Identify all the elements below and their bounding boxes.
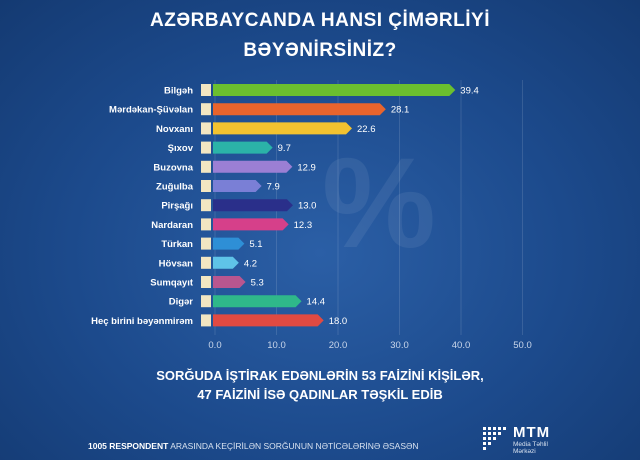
bar-cap — [201, 218, 211, 231]
bar — [213, 84, 456, 96]
category-label: Bilgəh — [164, 86, 193, 97]
value-label: 4.2 — [244, 258, 257, 269]
value-label: 28.1 — [391, 105, 410, 116]
logo-subtitle-1: Media Təhlil — [513, 441, 548, 448]
value-label: 12.9 — [297, 162, 316, 173]
category-label: Nardaran — [151, 220, 193, 231]
x-tick-label: 50.0 — [513, 340, 532, 351]
category-label: Zuğulba — [156, 182, 194, 193]
category-label: Novxanı — [156, 124, 193, 135]
value-label: 39.4 — [460, 86, 479, 97]
bar-cap — [201, 237, 211, 250]
bar — [213, 276, 246, 288]
bar — [213, 218, 289, 231]
category-label: Hövsan — [159, 258, 194, 269]
logo-name: MTM — [513, 424, 551, 441]
gender-note-line-1: SORĞUDA İŞTİRAK EDƏNLƏRİN 53 FAİZİNİ KİŞ… — [156, 368, 484, 383]
value-label: 22.6 — [357, 124, 376, 135]
bar-cap — [201, 122, 211, 135]
gender-note-line-2: 47 FAİZİNİ İSƏ QADINLAR TƏŞKİL EDİB — [197, 387, 443, 402]
bar — [213, 122, 352, 135]
category-label: Sumqayıt — [150, 278, 194, 289]
bar — [213, 256, 239, 269]
value-label: 9.7 — [278, 143, 291, 154]
source-footer: 1005 RESPONDENT ARASINDA KEÇİRİLƏN SORĞU… — [88, 441, 419, 451]
logo-subtitle-2: Mərkəzi — [513, 448, 536, 455]
bar-cap — [201, 199, 211, 212]
bar-cap — [201, 84, 211, 96]
mtm-logo-icon — [483, 427, 506, 450]
mtm-logo: MTM Media Təhlil Mərkəzi — [483, 425, 573, 455]
x-tick-label: 10.0 — [267, 340, 286, 351]
bar — [213, 295, 302, 308]
value-label: 14.4 — [307, 297, 326, 308]
bar — [213, 180, 262, 192]
bar-cap — [201, 314, 211, 327]
category-label: Heç birini bəyənmirəm — [91, 316, 193, 327]
chart-title-line-2: BƏYƏNİRSİNİZ? — [243, 40, 397, 61]
bar-cap — [201, 256, 211, 269]
x-tick-label: 0.0 — [208, 340, 221, 351]
value-label: 5.1 — [249, 239, 262, 250]
category-label: Digər — [169, 297, 194, 308]
bar-cap — [201, 103, 211, 116]
bar — [213, 141, 273, 154]
bar-cap — [201, 276, 211, 288]
category-label: Mərdəkan-Şüvəlan — [109, 105, 193, 116]
bar-cap — [201, 141, 211, 154]
bar — [213, 237, 245, 250]
value-label: 7.9 — [267, 182, 280, 193]
value-label: 18.0 — [329, 316, 348, 327]
source-text: ARASINDA KEÇİRİLƏN SORĞUNUN NƏTİCƏLƏRİNƏ… — [168, 441, 419, 451]
category-label: Buzovna — [153, 162, 193, 173]
bar-cap — [201, 180, 211, 192]
respondent-count: 1005 RESPONDENT — [88, 441, 169, 451]
bar-cap — [201, 160, 211, 173]
category-label: Şıxov — [168, 143, 194, 154]
x-tick-label: 40.0 — [452, 340, 471, 351]
category-label: Türkan — [161, 239, 193, 250]
x-tick-label: 20.0 — [329, 340, 348, 351]
percent-watermark: % — [322, 132, 436, 275]
bar — [213, 314, 324, 327]
value-label: 13.0 — [298, 201, 317, 212]
bar — [213, 160, 293, 173]
bar — [213, 103, 386, 116]
bar — [213, 199, 293, 212]
x-tick-label: 30.0 — [390, 340, 409, 351]
value-label: 5.3 — [251, 278, 264, 289]
chart-title-line-1: AZƏRBAYCANDA HANSI ÇİMƏRLİYİ — [150, 10, 490, 31]
category-label: Pirşağı — [161, 201, 193, 212]
bar-cap — [201, 295, 211, 308]
value-label: 12.3 — [294, 220, 313, 231]
